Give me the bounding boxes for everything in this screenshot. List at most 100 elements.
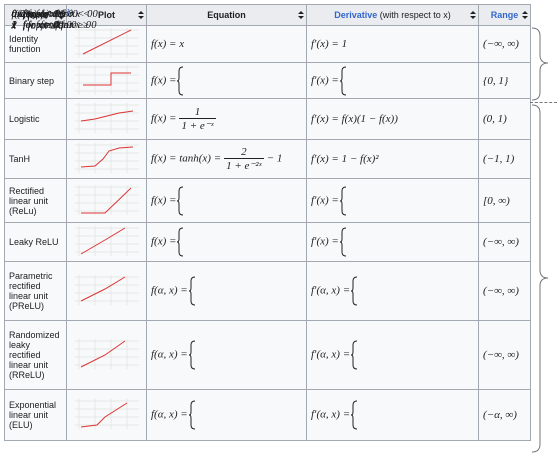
derivative: f′(α, x) = α for x < 0 1 for x ≥ 0 [12, 9, 479, 321]
math-lhs: f′(α, x) = [311, 348, 351, 361]
case-brace [177, 227, 184, 257]
plot-curve [80, 110, 133, 122]
braces [531, 27, 549, 453]
plot-cell [66, 178, 147, 223]
header-label: Derivative [334, 10, 378, 20]
function-name: TanH [4, 139, 67, 179]
math-lhs: f(x) = [151, 194, 177, 207]
math-lhs: f(x) = [151, 235, 177, 248]
function-row: Binary step f(x) = 0 for x < 0 1 for x ≥ 0 f′(… [4, 9, 531, 99]
equation: f(α, x) = α(eˣ − 1) for x < 0 x for x ≥ 0 [12, 9, 307, 441]
case-brace [188, 340, 195, 370]
function-name: Rectified linear unit (ReLu) [4, 178, 67, 223]
math-text: f′(x) = f(x)(1 − f(x)) [311, 113, 398, 125]
plot-cell [66, 139, 147, 179]
function-name: Binary step [4, 62, 67, 99]
plot-curve [80, 276, 125, 302]
plot-cell [66, 25, 147, 63]
case-brace [351, 340, 358, 370]
function-row: TanH f(x) = tanh(x) = 2 1 + e⁻²ˣ − 1 f′(x) = … [4, 139, 531, 179]
math-text: f′(x) = 1 − f(x)² [311, 153, 379, 165]
plot-curve [80, 340, 125, 368]
header-label: Range [490, 10, 519, 20]
function-name: Leaky ReLU [4, 222, 67, 262]
equation: f(α, x) = αx for x < 0 x for x ≥ 0 [12, 9, 307, 321]
plot-cell [66, 320, 147, 390]
column-header: Derivative (with respect to x) [306, 4, 479, 26]
column-header: Range [478, 4, 531, 26]
header-label: Equation [207, 10, 246, 20]
plot-cell [66, 261, 147, 321]
brace-path [188, 340, 195, 370]
group-brace [531, 27, 549, 101]
math-lhs: f(x) = [151, 74, 177, 87]
function-row: Rectified linear unit (ReLu) f(x) = 0 for x… [4, 9, 531, 223]
function-name: Identity function [4, 25, 67, 63]
derivative: f′(x) = 0.01 for x < 0 1 for x ≥ 0 [12, 9, 479, 262]
separator [530, 102, 557, 103]
plot-curve [80, 146, 133, 168]
case-brace [339, 227, 346, 257]
derivative: f′(x) = 1 [306, 25, 479, 63]
brace-path [177, 227, 184, 257]
plot [74, 339, 139, 369]
plot-curve [82, 29, 131, 55]
brace-path [351, 340, 358, 370]
numerator: 1 [179, 106, 216, 119]
plot [74, 143, 139, 173]
activation-table: Name Plot Equation Derivative (with respect… [4, 4, 531, 441]
header-label: Name [23, 10, 48, 20]
math-lhs: f′(x) = [311, 74, 339, 87]
function-name: Parametric rectified linear unit (PReLU) [4, 261, 67, 321]
equation: f(x) = 0 for x < 0 1 for x ≥ 0 [12, 9, 307, 99]
plot [74, 399, 139, 429]
numerator: 2 [224, 146, 264, 159]
case-brace [351, 400, 358, 430]
brace-path [177, 186, 184, 215]
math-lhs: f(x) = [151, 112, 177, 125]
plot [74, 184, 139, 215]
brace-path [351, 276, 358, 306]
plot [74, 28, 139, 58]
column-header: Plot [66, 4, 147, 26]
function-row: Logistic f(x) = 1 1 + e⁻ˣ f′(x) = f(x)(1 − f… [4, 98, 531, 140]
function-name: Exponential linear unit (ELU) [4, 389, 67, 441]
math-lhs: f(α, x) = [151, 284, 188, 297]
header-row: Name Plot Equation Derivative (with respect… [4, 4, 531, 26]
plot-curve [80, 227, 125, 255]
plot-curve [80, 187, 131, 213]
header-label: Plot [98, 10, 115, 20]
case-brace [177, 66, 184, 95]
function-row: Randomized leaky rectified linear unit (… [4, 9, 531, 390]
brace-path [339, 66, 346, 95]
math-lhs: f(α, x) = [151, 348, 188, 361]
case-brace [188, 400, 195, 430]
plot [74, 64, 139, 95]
function-name: Randomized leaky rectified linear unit (… [4, 320, 67, 390]
equation: f(x) = x [146, 25, 307, 63]
header-note: (with respect to x) [379, 10, 451, 20]
brace-path [339, 227, 346, 257]
plot-cell [66, 98, 147, 140]
plot-curve [82, 72, 131, 85]
math-lhs: f′(x) = [311, 194, 339, 207]
plot-cell [66, 62, 147, 99]
derivative: f′(x) = 0 for x ≠ 0? for x = 0 [12, 9, 479, 99]
plot-cell [66, 222, 147, 262]
case-brace [188, 276, 195, 306]
range: (−∞, ∞) [478, 261, 531, 321]
function-name: Logistic [4, 98, 67, 140]
math-text: f(x) = x [151, 38, 185, 50]
derivative: f′(α, x) = α for x < 0 1 for x ≥ 0 [12, 9, 479, 390]
derivative: f′(α, x) = f(α, x) + α for x < 0 1 for x ≥ 0 [12, 9, 479, 441]
math-lhs: f(x) = tanh(x) = [151, 152, 222, 165]
table-body: Identity function f(x) = x f′(x) = 1 (−∞, ∞… [4, 9, 531, 441]
equation: f(α, x) = αx for x < 0[1] x for x ≥ 0 [12, 9, 307, 390]
derivative: f′(x) = f(x)(1 − f(x)) [306, 98, 479, 140]
math-lhs: f′(x) = [311, 235, 339, 248]
range: (−∞, ∞) [478, 320, 531, 390]
range: [0, ∞) [478, 178, 531, 223]
brace-path [351, 400, 358, 430]
